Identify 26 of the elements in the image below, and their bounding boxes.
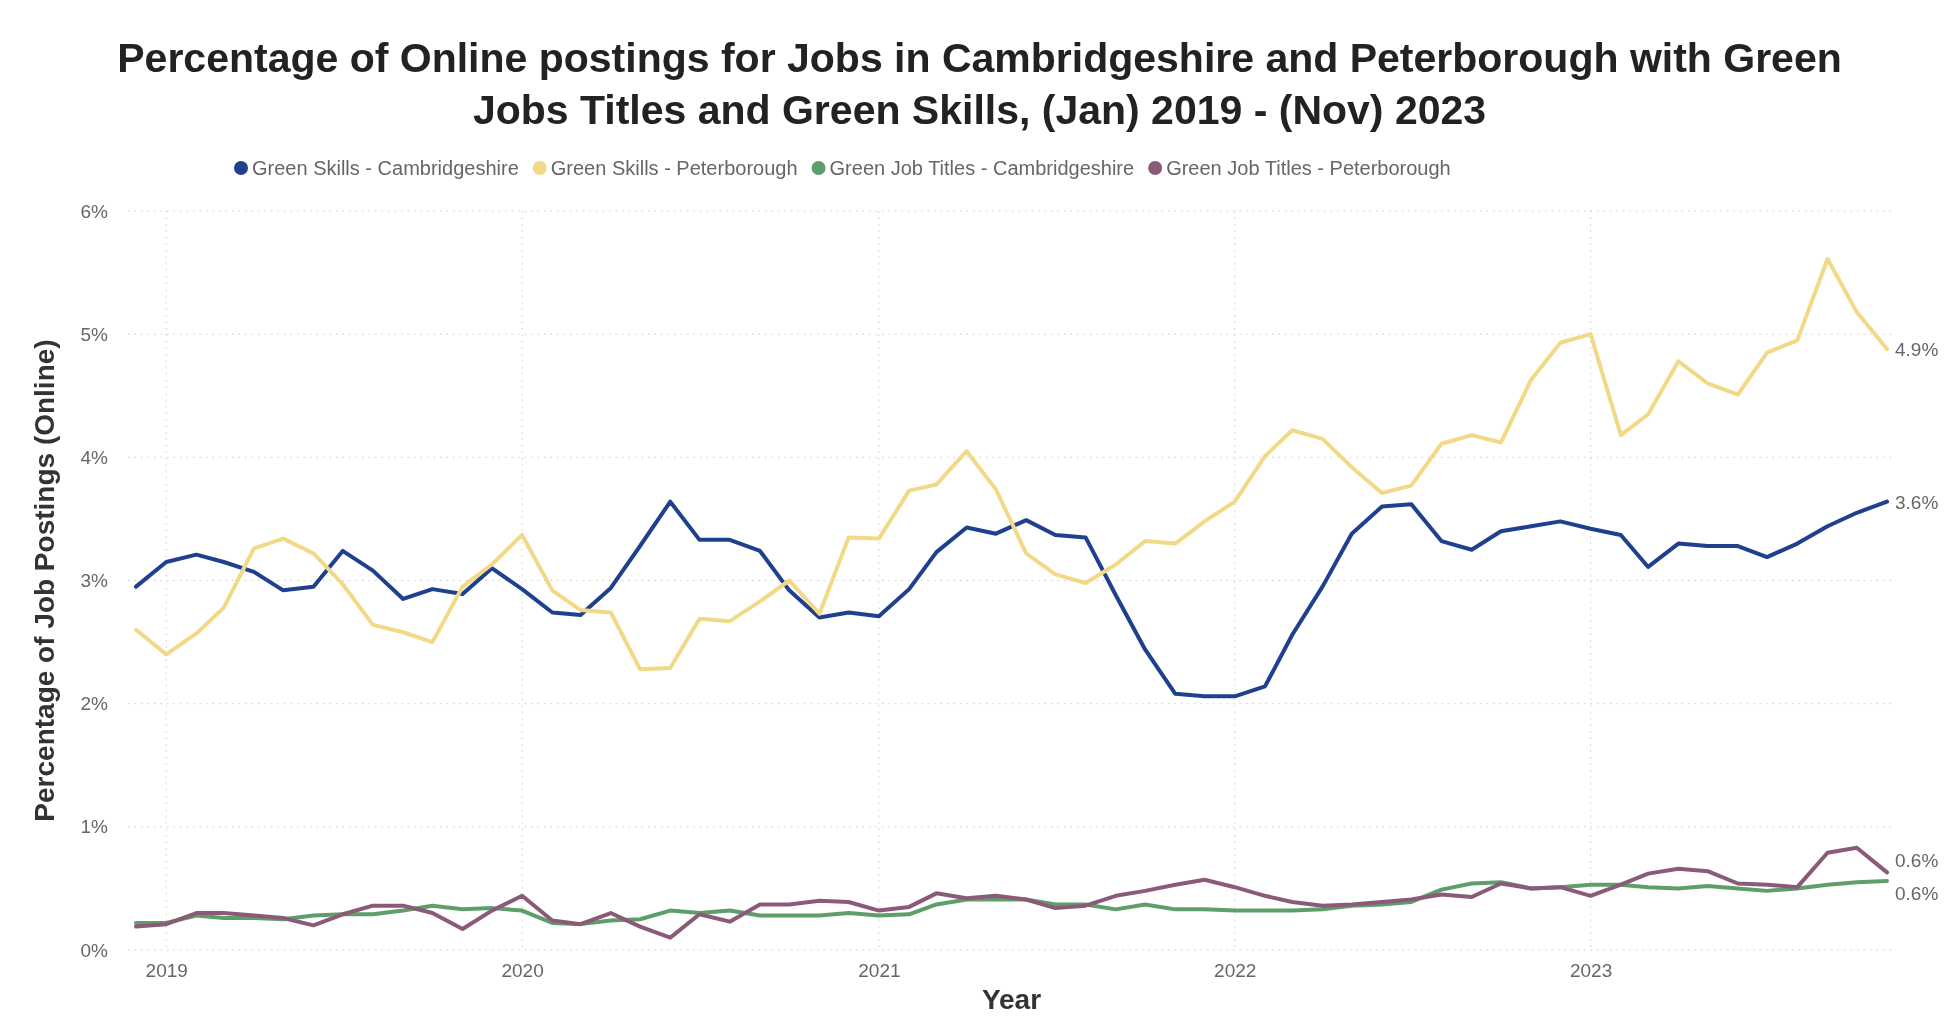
x-tick-label: 2021: [858, 960, 901, 982]
y-tick-label: 3%: [80, 570, 109, 592]
data-label: 4.9%: [1895, 338, 1939, 360]
y-tick-label: 4%: [80, 446, 109, 468]
legend-label: Green Skills - Peterborough: [550, 157, 798, 179]
x-tick-label: 2022: [1214, 960, 1257, 982]
data-label: 0.6%: [1895, 850, 1939, 872]
y-tick-label: 6%: [80, 200, 109, 222]
y-tick-label: 1%: [80, 816, 109, 838]
y-axis-title: Percentage of Job Postings (Online): [29, 339, 60, 822]
legend-label: Green Skills - Cambridgeshire: [252, 157, 519, 179]
y-tick-label: 0%: [80, 939, 109, 961]
x-tick-label: 2020: [501, 960, 544, 982]
chart-title: Percentage of Online postings for Jobs in Cambridgeshire and Peterborough with Green Jobs Titles and Green Skills, (Jan) 2019 - (Nov) 2023: [117, 35, 1842, 133]
legend-label: Green Job Titles - Peterborough: [1166, 157, 1451, 179]
data-label: 3.6%: [1895, 491, 1939, 513]
y-tick-label: 5%: [80, 323, 109, 345]
x-tick-label: 2019: [145, 960, 188, 982]
x-tick-label: 2023: [1569, 960, 1613, 982]
legend-label: Green Job Titles - Cambridgeshire: [829, 157, 1135, 179]
line-series: [134, 499, 1889, 699]
line-series: [134, 257, 1889, 672]
data-label: 0.6%: [1895, 883, 1939, 905]
line-series: [134, 845, 1889, 940]
x-axis-title: Year: [981, 984, 1042, 1015]
y-tick-label: 2%: [80, 693, 109, 715]
